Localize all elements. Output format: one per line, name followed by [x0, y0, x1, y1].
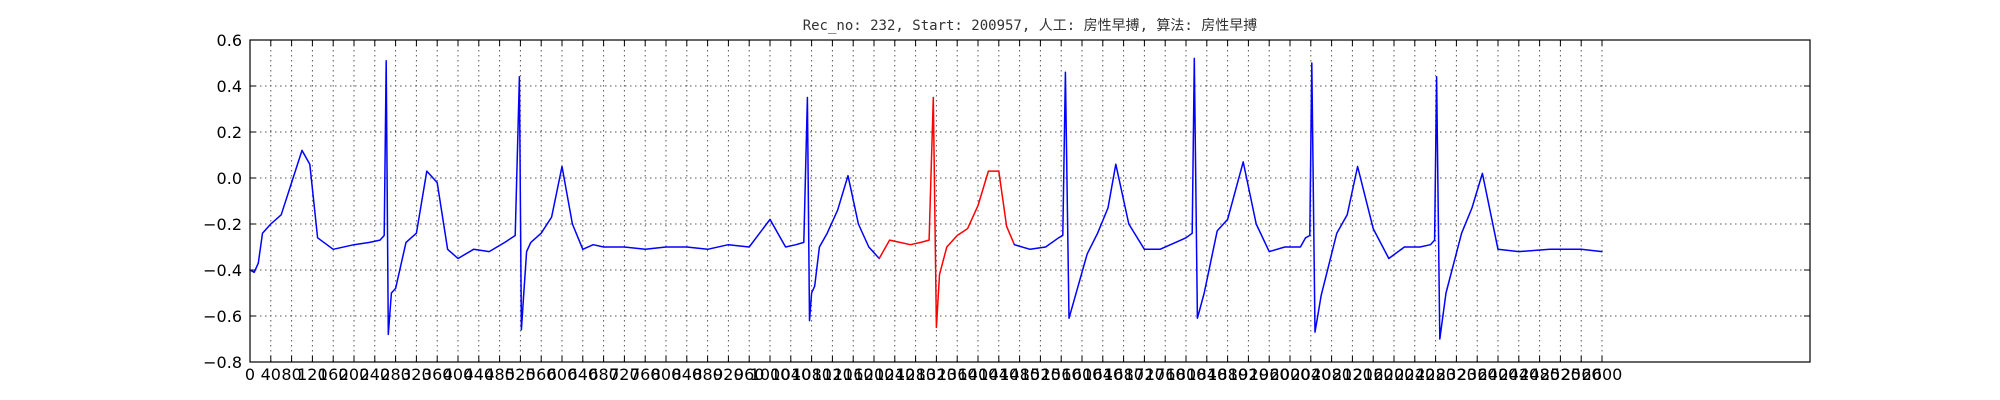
x-tick-label: 640	[568, 365, 599, 384]
x-tick-label: 440	[464, 365, 495, 384]
x-tick-label: 2320	[1436, 365, 1477, 384]
x-tick-label: 1240	[874, 365, 915, 384]
y-tick-label: 0.2	[217, 123, 242, 142]
x-tick-label: 1200	[854, 365, 895, 384]
x-tick-label: 240	[360, 365, 391, 384]
grid-layer	[250, 40, 1810, 362]
x-tick-label: 1680	[1103, 365, 1144, 384]
x-tick-label: 2520	[1540, 365, 1581, 384]
y-tick-label: −0.2	[203, 215, 242, 234]
x-tick-label: 2280	[1415, 365, 1456, 384]
x-tick-label: 160	[318, 365, 349, 384]
x-tick-label: 2480	[1519, 365, 1560, 384]
x-tick-label: 1560	[1041, 365, 1082, 384]
x-tick-label: 1600	[1062, 365, 1103, 384]
x-tick-label: 2080	[1311, 365, 1352, 384]
x-tick-label: 1960	[1249, 365, 1290, 384]
x-tick-label: 2400	[1478, 365, 1519, 384]
x-tick-label: 720	[609, 365, 640, 384]
x-tick-label: 1840	[1186, 365, 1227, 384]
x-tick-label: 760	[630, 365, 661, 384]
x-tick-label: 2160	[1353, 365, 1394, 384]
x-tick-label: 1120	[812, 365, 853, 384]
x-tick-label: 2120	[1332, 365, 1373, 384]
tick-layer	[249, 39, 1810, 363]
x-tick-label: 960	[734, 365, 765, 384]
x-tick-label: 600	[547, 365, 578, 384]
x-tick-label: 1920	[1228, 365, 1269, 384]
x-tick-label: 1280	[895, 365, 936, 384]
x-tick-label: 80	[281, 365, 301, 384]
x-tick-label: 560	[526, 365, 557, 384]
x-tick-label: 2240	[1394, 365, 1435, 384]
y-tick-label: −0.4	[203, 261, 242, 280]
y-tick-label: 0.0	[217, 169, 242, 188]
x-tick-label: 2200	[1374, 365, 1415, 384]
chart-title: Rec_no: 232, Start: 200957, 人工: 房性早搏, 算法…	[803, 17, 1258, 34]
x-tick-label: 2440	[1498, 365, 1539, 384]
x-tick-label: 0	[245, 365, 255, 384]
x-tick-label: 1520	[1020, 365, 1061, 384]
x-tick-label: 200	[339, 365, 370, 384]
x-tick-label: 840	[672, 365, 703, 384]
x-tick-label: 1360	[937, 365, 978, 384]
x-tick-label: 800	[651, 365, 682, 384]
x-tick-label: 2560	[1561, 365, 1602, 384]
label-layer: −0.8−0.6−0.4−0.20.00.20.40.60 40 801201602…	[203, 31, 1622, 384]
x-tick-label: 1440	[978, 365, 1019, 384]
y-tick-label: −0.6	[203, 307, 242, 326]
y-tick-label: 0.4	[217, 77, 242, 96]
x-tick-label: 2000	[1270, 365, 1311, 384]
x-tick-label: 480	[484, 365, 515, 384]
ecg-trace-after	[1013, 57, 1603, 340]
ecg-trace-before	[249, 59, 880, 336]
x-tick-label: 1000	[750, 365, 791, 384]
x-tick-label: 680	[588, 365, 619, 384]
x-tick-label: 360	[422, 365, 453, 384]
x-tick-label: 1480	[999, 365, 1040, 384]
x-tick-label: 320	[401, 365, 432, 384]
series-layer	[249, 57, 1603, 340]
x-tick-label: 1080	[791, 365, 832, 384]
x-tick-label: 880	[692, 365, 723, 384]
x-tick-label: 1160	[833, 365, 874, 384]
y-tick-label: −0.8	[203, 353, 242, 372]
x-tick-label: 1040	[770, 365, 811, 384]
y-tick-label: 0.6	[217, 31, 242, 50]
x-tick-label: 920	[713, 365, 744, 384]
x-tick-label: 1320	[916, 365, 957, 384]
x-tick-label: 120	[297, 365, 328, 384]
x-tick-label: 1720	[1124, 365, 1165, 384]
x-tick-label: 40	[261, 365, 281, 384]
plot-frame	[249, 39, 1811, 363]
x-tick-label: 2040	[1290, 365, 1331, 384]
x-tick-label: 2360	[1457, 365, 1498, 384]
x-tick-label: 1760	[1145, 365, 1186, 384]
x-tick-label: 400	[443, 365, 474, 384]
x-tick-label: 280	[380, 365, 411, 384]
x-tick-label: 1400	[958, 365, 999, 384]
x-tick-label: 1800	[1166, 365, 1207, 384]
x-tick-label: 1640	[1082, 365, 1123, 384]
x-tick-label: 1880	[1207, 365, 1248, 384]
ecg-trace-annotated	[878, 96, 1016, 329]
x-tick-label: 520	[505, 365, 536, 384]
x-tick-label: 2600	[1582, 365, 1623, 384]
